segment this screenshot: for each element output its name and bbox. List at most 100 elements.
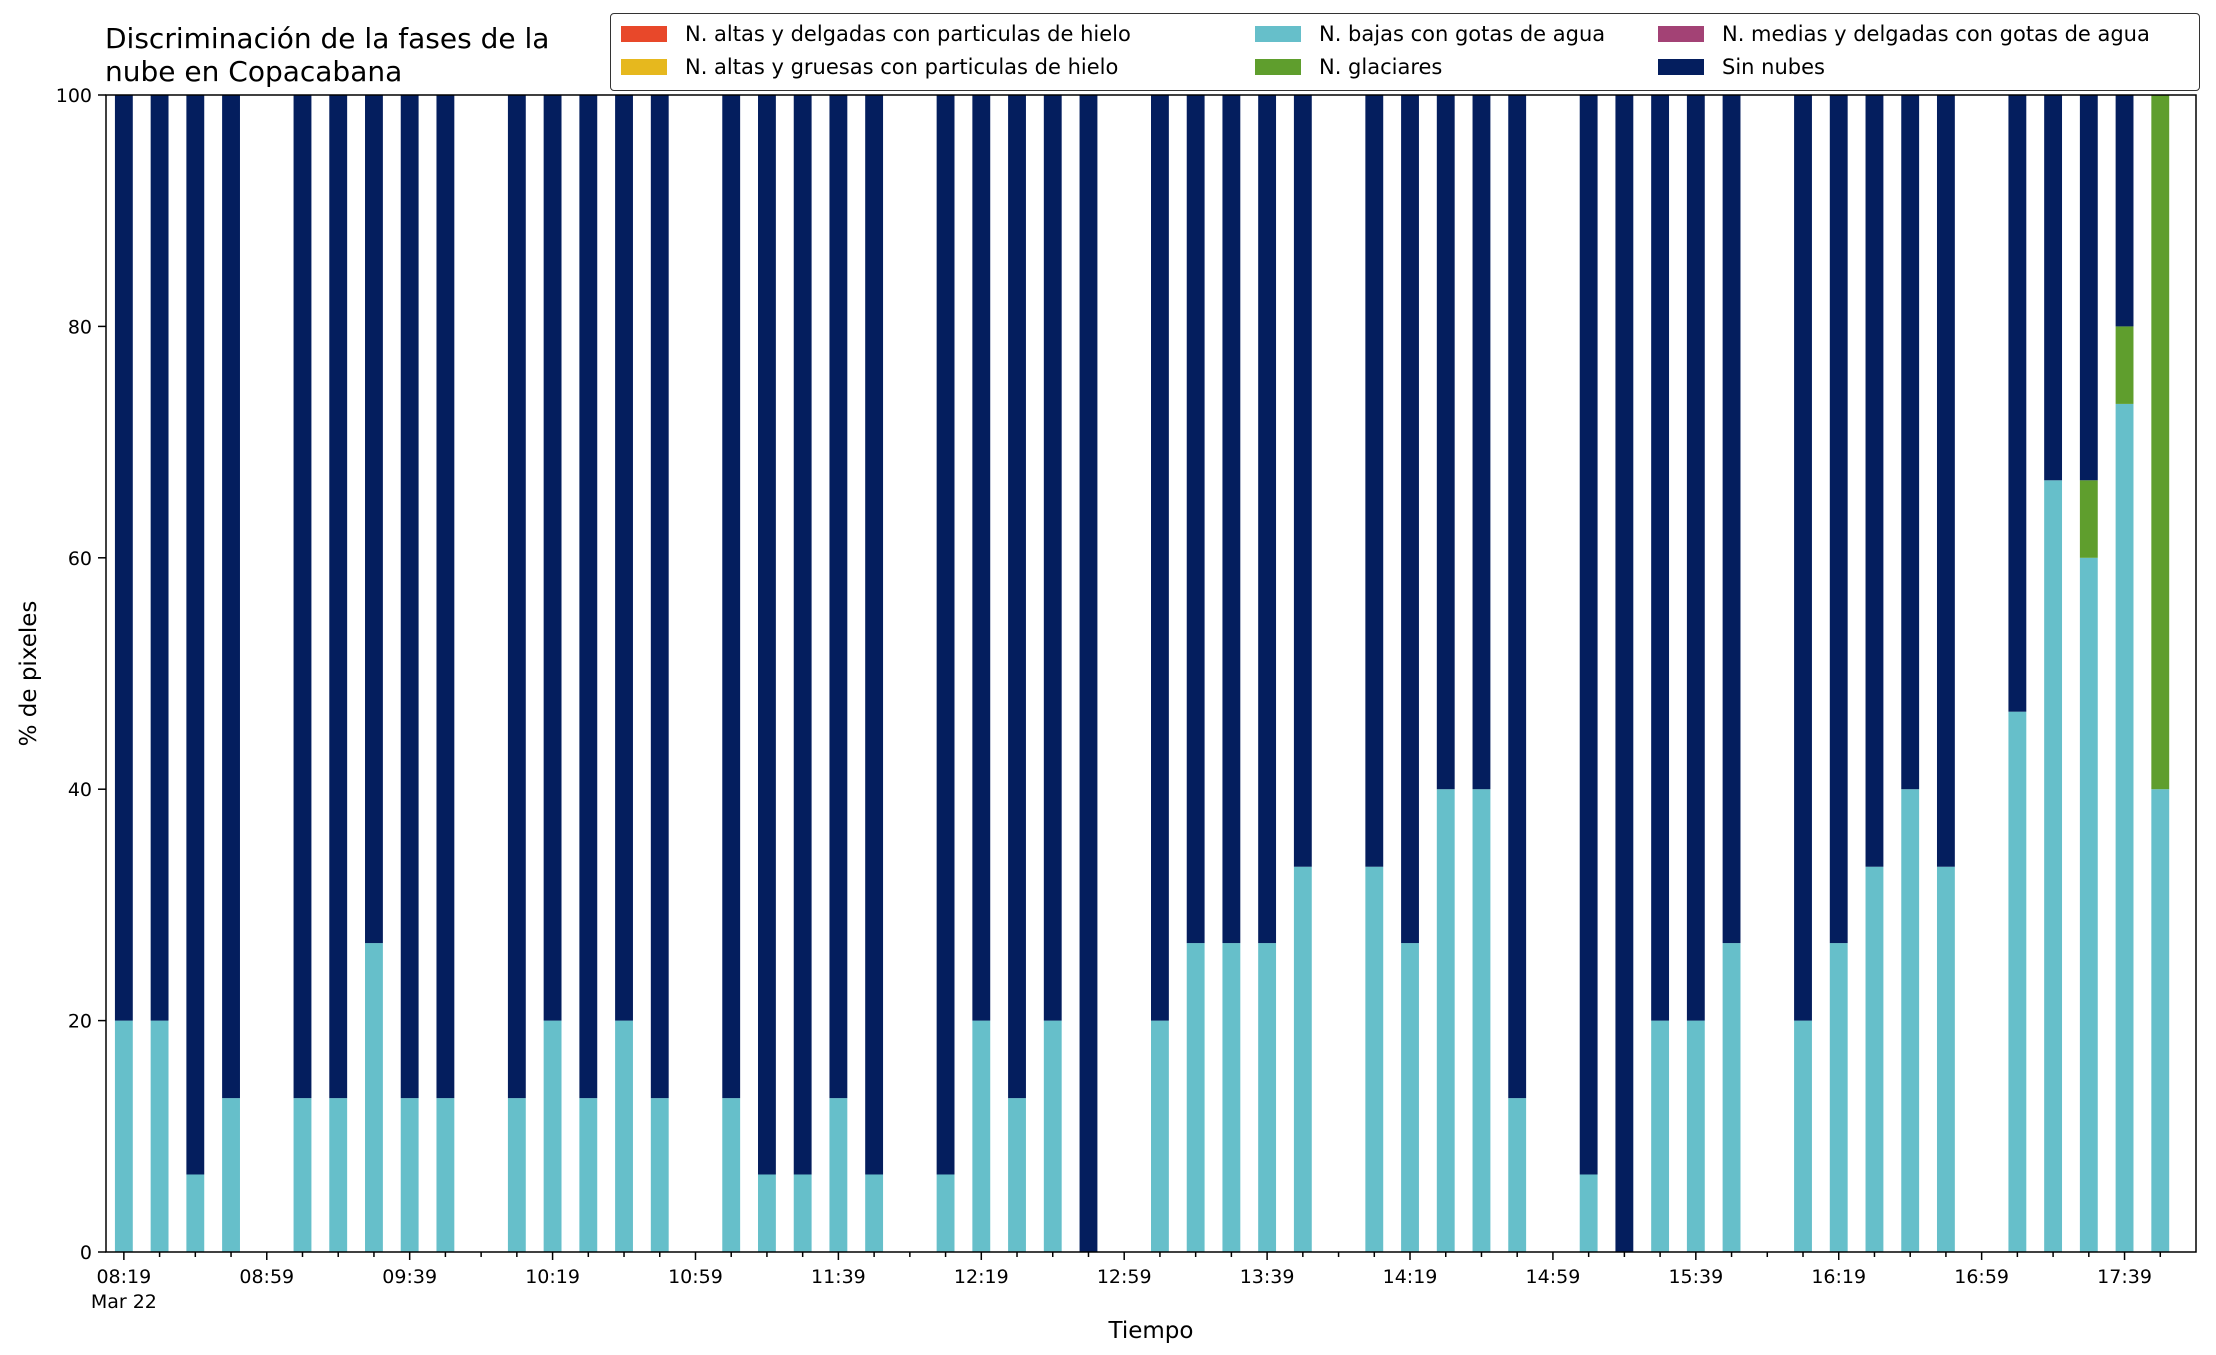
x-tick-label: 15:39 bbox=[1668, 1266, 1723, 1288]
bar-segment bbox=[1258, 95, 1277, 944]
bar-segment bbox=[150, 95, 169, 1021]
bar-segment bbox=[1008, 1098, 1026, 1252]
bar-segment bbox=[2079, 480, 2098, 558]
x-axis: 08:19 08:59 09:39 10:19 10:59 11:39 12:19 12:59… bbox=[91, 1252, 2162, 1313]
bar-segment bbox=[2044, 480, 2063, 1252]
bar-segment bbox=[543, 1020, 562, 1252]
bar-segment bbox=[2151, 95, 2170, 790]
legend-item: N. bajas con gotas de agua bbox=[1255, 22, 1605, 46]
x-tick-label: 16:19 bbox=[1811, 1266, 1866, 1288]
x-tick-label: 12:19 bbox=[954, 1266, 1009, 1288]
bar-segment bbox=[2008, 95, 2027, 712]
bar-segment bbox=[436, 1098, 455, 1252]
bar-segment bbox=[293, 95, 312, 1099]
bar-segment bbox=[1829, 943, 1848, 1252]
legend-label: N. glaciares bbox=[1319, 55, 1443, 79]
legend-item: Sin nubes bbox=[1658, 55, 1825, 79]
bar-segment bbox=[1293, 866, 1312, 1252]
bar-segment bbox=[972, 1020, 991, 1252]
chart-legend: N. altas y delgadas con particulas de hi… bbox=[610, 13, 2200, 91]
bar-segment bbox=[758, 1174, 776, 1252]
bar-segment bbox=[1222, 95, 1241, 944]
bar-segment bbox=[1936, 95, 1955, 867]
bar-segment bbox=[650, 1098, 669, 1252]
bar-segment bbox=[186, 95, 205, 1175]
bar-segment bbox=[1579, 1174, 1598, 1252]
bar-segment bbox=[329, 95, 348, 1099]
x-tick-label: 10:19 bbox=[525, 1266, 580, 1288]
bar-segment bbox=[2044, 95, 2063, 481]
bar-segment bbox=[222, 1098, 240, 1252]
bar-segment bbox=[1936, 866, 1955, 1252]
legend-label: N. medias y delgadas con gotas de agua bbox=[1722, 22, 2150, 46]
bar-segment bbox=[222, 95, 240, 1099]
bar-segment bbox=[1043, 1020, 1062, 1252]
bar-segment bbox=[114, 95, 133, 1021]
bar-segment bbox=[1686, 1020, 1705, 1252]
bar-segment bbox=[1008, 95, 1026, 1099]
y-tick-label: 60 bbox=[68, 548, 92, 570]
bar-segment bbox=[1293, 95, 1312, 867]
bar-segment bbox=[615, 1020, 633, 1252]
x-tick-label: 11:39 bbox=[811, 1266, 866, 1288]
bar-segment bbox=[829, 1098, 848, 1252]
x-tick-label: 08:19 bbox=[96, 1266, 151, 1288]
x-date-label: Mar 22 bbox=[91, 1291, 157, 1313]
legend-label: N. altas y delgadas con particulas de hi… bbox=[685, 22, 1131, 46]
bar-segment bbox=[329, 1098, 348, 1252]
bar-segment bbox=[1615, 95, 1634, 1252]
bar-segment bbox=[1722, 95, 1741, 944]
bar-segment bbox=[1043, 95, 1062, 1021]
bar-segment bbox=[1258, 943, 1277, 1252]
legend-swatch bbox=[1658, 59, 1704, 75]
bar-segment bbox=[365, 943, 383, 1252]
chart-title: Discriminación de la fases de la nube en… bbox=[105, 22, 549, 88]
legend-label: N. altas y gruesas con particulas de hie… bbox=[685, 55, 1119, 79]
x-tick-label: 12:59 bbox=[1097, 1266, 1152, 1288]
x-tick-label: 10:59 bbox=[668, 1266, 723, 1288]
chart-title-line-2: nube en Copacabana bbox=[105, 55, 403, 88]
bar-segment bbox=[114, 1020, 133, 1252]
bar-segment bbox=[1579, 95, 1598, 1175]
x-tick-label: 09:39 bbox=[382, 1266, 437, 1288]
bar-segment bbox=[400, 95, 419, 1099]
bar-segment bbox=[150, 1020, 169, 1252]
bar-segment bbox=[1865, 95, 1884, 867]
legend-swatch bbox=[1255, 26, 1301, 42]
bar-segment bbox=[829, 95, 848, 1099]
bar-segment bbox=[615, 95, 633, 1021]
bar-segment bbox=[2115, 326, 2134, 404]
legend-item: N. glaciares bbox=[1255, 55, 1442, 79]
bar-segment bbox=[507, 95, 526, 1099]
y-axis-label: % de pixeles bbox=[16, 601, 42, 747]
bar-segment bbox=[1222, 943, 1241, 1252]
bar-segment bbox=[936, 1174, 955, 1252]
legend-item: N. medias y delgadas con gotas de agua bbox=[1658, 22, 2150, 46]
legend-item: N. altas y gruesas con particulas de hie… bbox=[621, 55, 1118, 79]
bar-segment bbox=[1901, 95, 1920, 790]
bar-segment bbox=[1186, 943, 1205, 1252]
bar-segment bbox=[186, 1174, 205, 1252]
bar-segment bbox=[1365, 866, 1384, 1252]
bar-segment bbox=[1508, 95, 1527, 1099]
legend-swatch bbox=[621, 59, 667, 75]
bar-segment bbox=[1436, 95, 1455, 790]
bar-segment bbox=[293, 1098, 312, 1252]
bar-segment bbox=[1079, 95, 1098, 1252]
bar-segment bbox=[1186, 95, 1205, 944]
bar-segment bbox=[793, 95, 812, 1175]
x-tick-label: 17:39 bbox=[2097, 1266, 2152, 1288]
x-tick-label: 13:39 bbox=[1240, 1266, 1295, 1288]
legend-swatch bbox=[1255, 59, 1301, 75]
x-tick-label: 08:59 bbox=[239, 1266, 294, 1288]
bar-segment bbox=[936, 95, 955, 1175]
bar-segment bbox=[543, 95, 562, 1021]
bar-segment bbox=[1686, 95, 1705, 1021]
legend-swatch bbox=[621, 26, 667, 42]
bar-segment bbox=[436, 95, 455, 1099]
bar-segment bbox=[972, 95, 991, 1021]
legend-label: Sin nubes bbox=[1722, 55, 1825, 79]
bar-segment bbox=[1865, 866, 1884, 1252]
bar-segment bbox=[1794, 1020, 1812, 1252]
